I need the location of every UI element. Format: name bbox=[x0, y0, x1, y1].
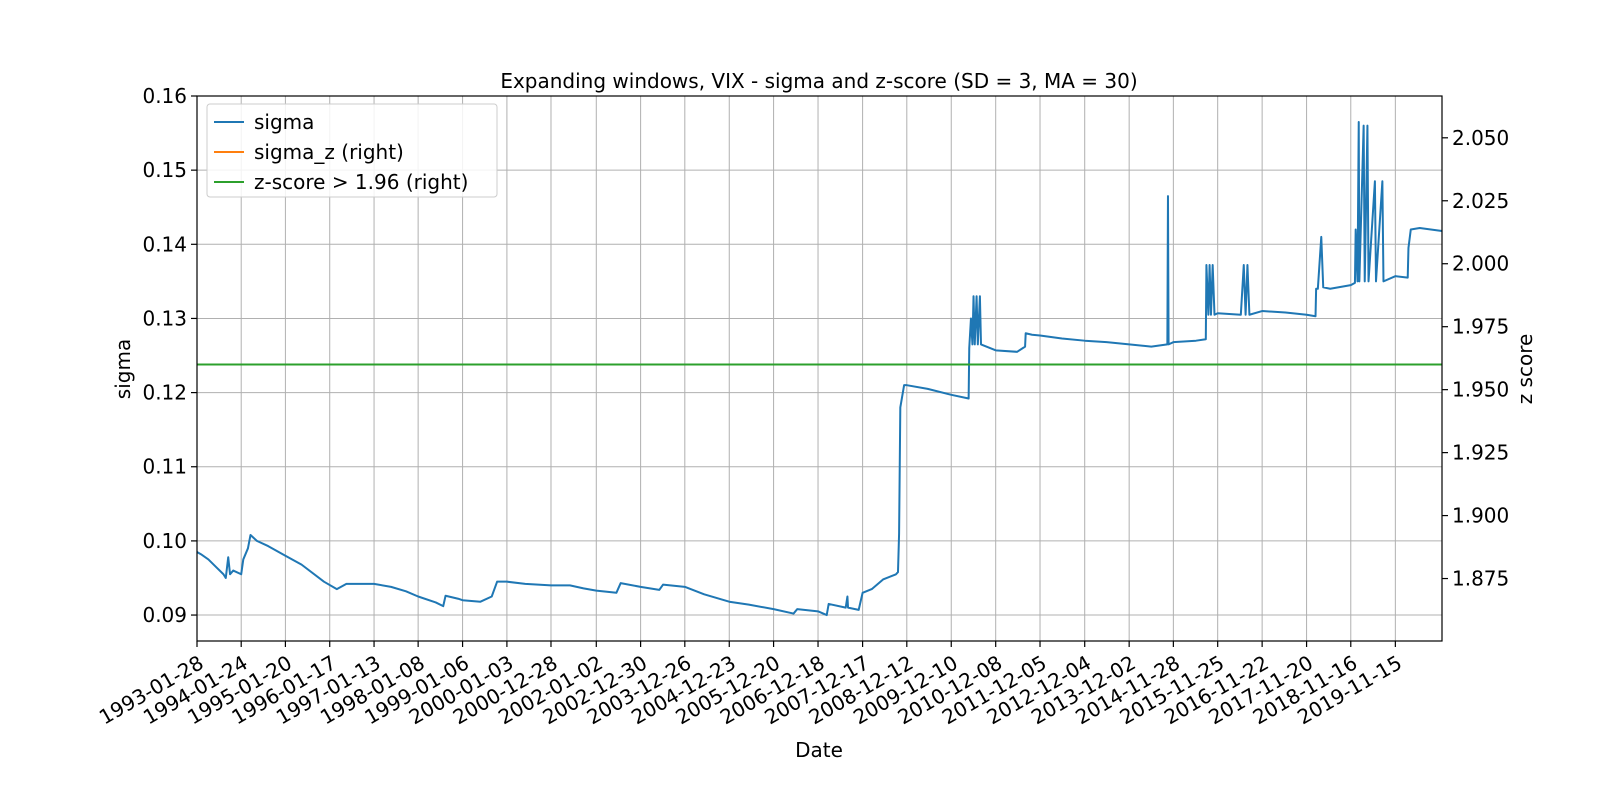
x-axis: 1993-01-281994-01-241995-01-201996-01-17… bbox=[95, 641, 1406, 729]
y2-tick-label: 1.900 bbox=[1452, 504, 1509, 528]
y-axis-left: 0.09 0.10 0.11 0.12 0.13 0.14 0.15 0.16 bbox=[142, 84, 197, 627]
legend: sigma sigma_z (right) z-score > 1.96 (ri… bbox=[206, 103, 498, 198]
y2-tick-label: 2.000 bbox=[1452, 252, 1509, 276]
y2-tick-label: 1.950 bbox=[1452, 378, 1509, 402]
legend-box bbox=[206, 103, 498, 198]
y2-tick-label: 1.925 bbox=[1452, 441, 1509, 465]
y-tick-label: 0.14 bbox=[142, 232, 187, 256]
legend-label-sigma: sigma bbox=[254, 110, 314, 134]
y-axis-right: 1.875 1.900 1.925 1.950 1.975 2.000 2.025 2.050 bbox=[1442, 126, 1509, 591]
y-tick-label: 0.16 bbox=[142, 84, 187, 108]
y-tick-label: 0.09 bbox=[142, 603, 187, 627]
y-tick-label: 0.12 bbox=[142, 381, 187, 405]
y-tick-label: 0.15 bbox=[142, 158, 187, 182]
y2-tick-label: 1.975 bbox=[1452, 315, 1509, 339]
y-tick-label: 0.11 bbox=[142, 455, 187, 479]
y-axis-title: sigma bbox=[111, 339, 135, 399]
y-tick-label: 0.13 bbox=[142, 306, 187, 330]
y2-tick-label: 2.050 bbox=[1452, 126, 1509, 150]
chart-title: Expanding windows, VIX - sigma and z-sco… bbox=[500, 69, 1137, 93]
y2-tick-label: 1.875 bbox=[1452, 567, 1509, 591]
series-line-sigma bbox=[196, 120, 1443, 617]
y-tick-label: 0.10 bbox=[142, 529, 187, 553]
y2-tick-label: 2.025 bbox=[1452, 189, 1509, 213]
legend-label-z-threshold: z-score > 1.96 (right) bbox=[254, 170, 468, 194]
y2-axis-title: z score bbox=[1513, 334, 1537, 405]
legend-label-sigma-z: sigma_z (right) bbox=[254, 140, 404, 164]
plot-frame bbox=[196, 95, 1443, 642]
x-axis-title: Date bbox=[795, 738, 843, 762]
series-layer bbox=[196, 120, 1443, 617]
